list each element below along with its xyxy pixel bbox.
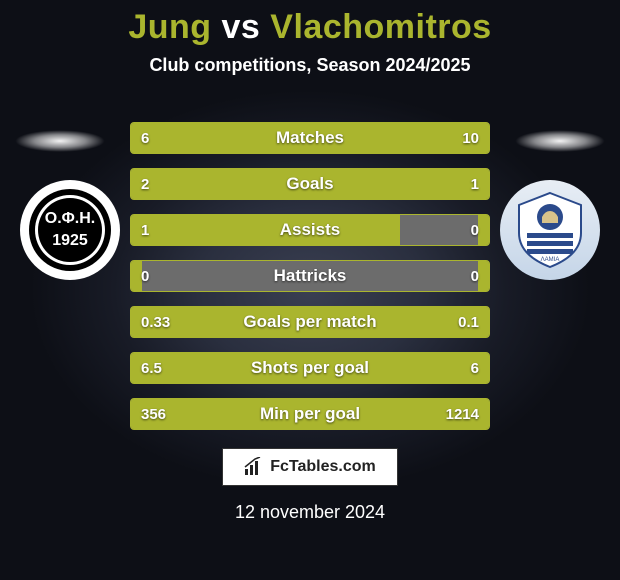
stats-container: 610Matches 21Goals 10Assists 00Hattricks 0.3…: [130, 122, 490, 444]
stat-label: Min per goal: [131, 399, 489, 429]
club-right-badge: ΛAMIA: [500, 180, 600, 280]
svg-text:ΛAMIA: ΛAMIA: [541, 257, 560, 263]
stat-label: Goals: [131, 169, 489, 199]
stat-label: Shots per goal: [131, 353, 489, 383]
svg-text:1925: 1925: [52, 232, 88, 249]
content: Jung vs Vlachomitros Club competitions, …: [0, 0, 620, 580]
stat-label: Matches: [131, 123, 489, 153]
subtitle: Club competitions, Season 2024/2025: [0, 55, 620, 76]
stat-row: 3561214Min per goal: [130, 398, 490, 430]
date-label: 12 november 2024: [0, 502, 620, 523]
stat-row: 00Hattricks: [130, 260, 490, 292]
club-left-badge: O.Φ.H. 1925: [20, 180, 120, 280]
stat-label: Goals per match: [131, 307, 489, 337]
stat-label: Hattricks: [131, 261, 489, 291]
chart-icon: [244, 457, 264, 477]
club-left-shadow: [15, 130, 105, 152]
stat-row: 10Assists: [130, 214, 490, 246]
ofi-logo-icon: O.Φ.H. 1925: [27, 187, 113, 273]
vs-label: vs: [222, 8, 261, 46]
stat-label: Assists: [131, 215, 489, 245]
page-title: Jung vs Vlachomitros: [0, 0, 620, 47]
stat-row: 21Goals: [130, 168, 490, 200]
player1-name: Jung: [128, 8, 211, 46]
stat-row: 6.56Shots per goal: [130, 352, 490, 384]
brand-label: FcTables.com: [270, 458, 376, 476]
lamia-logo-icon: ΛAMIA: [507, 187, 593, 273]
stat-row: 0.330.1Goals per match: [130, 306, 490, 338]
stat-row: 610Matches: [130, 122, 490, 154]
brand-badge: FcTables.com: [222, 448, 398, 486]
club-right-shadow: [515, 130, 605, 152]
svg-text:O.Φ.H.: O.Φ.H.: [45, 210, 95, 227]
player2-name: Vlachomitros: [270, 8, 491, 46]
